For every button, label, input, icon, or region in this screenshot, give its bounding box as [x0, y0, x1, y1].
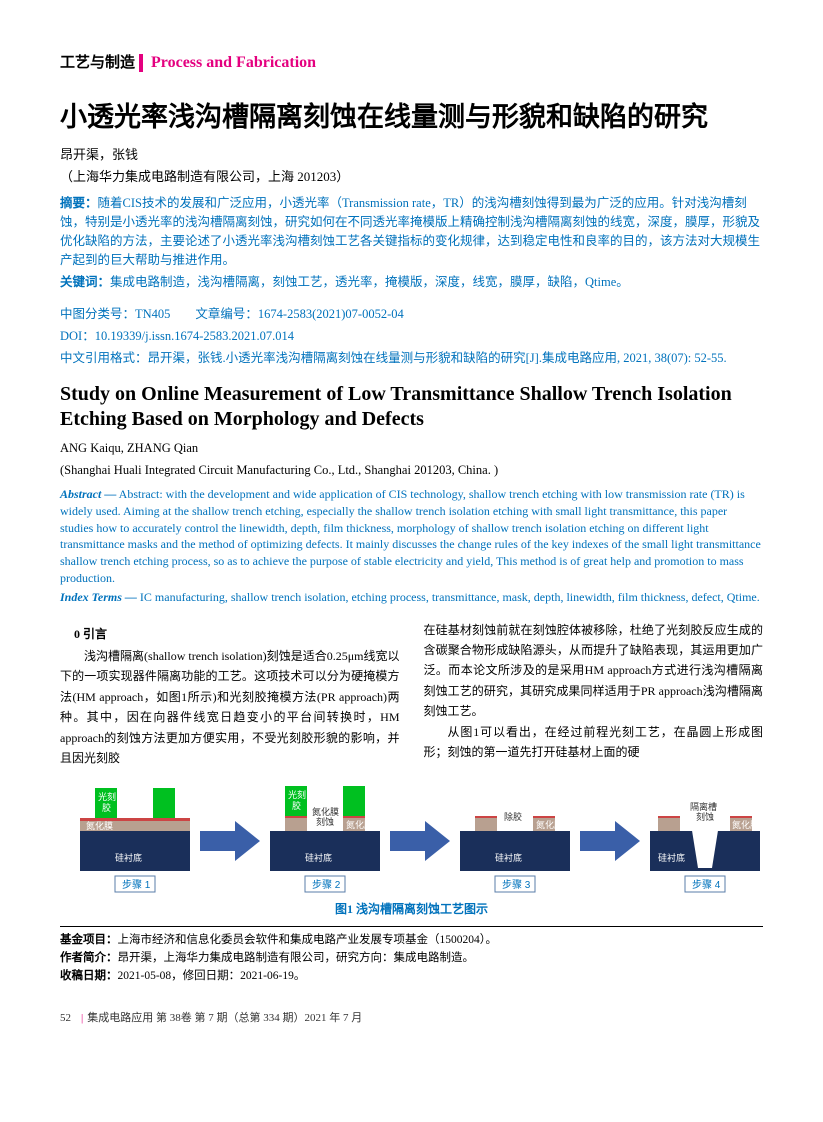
svg-text:胶: 胶 — [292, 800, 301, 811]
body-col-right: 在硅基材刻蚀前就在刻蚀腔体被移除，杜绝了光刻胶反应生成的含碳聚合物形成缺陷源头，… — [424, 620, 764, 769]
abstract-en: Abstract — Abstract: with the developmen… — [60, 486, 763, 587]
abstract-cn-label: 摘要： — [60, 196, 98, 210]
category-header: 工艺与制造 Process and Fabrication — [60, 50, 763, 76]
index-terms-text: IC manufacturing, shallow trench isolati… — [137, 590, 760, 604]
body-right-para2: 从图1可以看出，在经过前程光刻工艺，在晶圆上形成图形；刻蚀的第一道先打开硅基材上… — [424, 722, 764, 763]
section-0-head: 0 引言 — [74, 624, 400, 644]
doi-line: DOI：10.19339/j.issn.1674-2583.2021.07.01… — [60, 326, 763, 346]
svg-text:刻蚀: 刻蚀 — [696, 811, 714, 822]
svg-text:除胶: 除胶 — [504, 811, 522, 822]
authors-cn: 昂开渠，张钱 — [60, 145, 763, 166]
title-cn: 小透光率浅沟槽隔离刻蚀在线量测与形貌和缺陷的研究 — [60, 100, 763, 135]
page-number: 52 — [60, 1010, 71, 1028]
svg-text:硅衬底: 硅衬底 — [115, 852, 142, 863]
abstract-en-text: Abstract: with the development and wide … — [60, 487, 761, 585]
svg-text:氮化膜: 氮化膜 — [536, 819, 563, 830]
svg-text:光刻: 光刻 — [288, 789, 306, 800]
body-columns: 0 引言 浅沟槽隔离(shallow trench isolation)刻蚀是适… — [60, 620, 763, 769]
author-bio-label: 作者简介： — [60, 952, 118, 964]
svg-text:氮化膜: 氮化膜 — [346, 819, 373, 830]
abstract-cn: 摘要：随着CIS技术的发展和广泛应用，小透光率（Transmission rat… — [60, 194, 763, 269]
svg-text:胶: 胶 — [102, 802, 111, 813]
keywords-cn-text: 集成电路制造，浅沟槽隔离，刻蚀工艺，透光率，掩模版，深度，线宽，膜厚，缺陷，Qt… — [110, 275, 629, 289]
footer-divider: | — [81, 1010, 83, 1028]
body-col-left: 0 引言 浅沟槽隔离(shallow trench isolation)刻蚀是适… — [60, 620, 400, 769]
footer-metadata: 基金项目：上海市经济和信息化委员会软件和集成电路产业发展专项基金（1500204… — [60, 926, 763, 986]
dates-text: 2021-05-08，修回日期：2021-06-19。 — [118, 970, 306, 982]
fund-label: 基金项目： — [60, 934, 118, 946]
fund-text: 上海市经济和信息化委员会软件和集成电路产业发展专项基金（1500204）。 — [118, 934, 498, 946]
page-footer: 52 | 集成电路应用 第 38卷 第 7 期（总第 334 期）2021 年 … — [60, 1010, 763, 1028]
svg-text:硅衬底: 硅衬底 — [658, 852, 685, 863]
cite-cn: 中文引用格式：昂开渠，张钱.小透光率浅沟槽隔离刻蚀在线量测与形貌和缺陷的研究[J… — [60, 348, 763, 368]
abstract-cn-text: 随着CIS技术的发展和广泛应用，小透光率（Transmission rate，T… — [60, 196, 760, 266]
category-en: Process and Fabrication — [151, 50, 316, 76]
affiliation-en: (Shanghai Huali Integrated Circuit Manuf… — [60, 460, 763, 480]
svg-text:刻蚀: 刻蚀 — [316, 816, 334, 827]
affiliation-cn: （上海华力集成电路制造有限公司，上海 201203） — [60, 167, 763, 188]
abstract-en-label: Abstract — — [60, 487, 116, 501]
index-terms-label: Index Terms — — [60, 590, 137, 604]
body-left-para: 浅沟槽隔离(shallow trench isolation)刻蚀是适合0.25… — [60, 646, 400, 768]
keywords-cn-label: 关键词： — [60, 275, 110, 289]
title-en: Study on Online Measurement of Low Trans… — [60, 382, 763, 432]
svg-text:光刻: 光刻 — [98, 791, 116, 802]
svg-text:硅衬底: 硅衬底 — [495, 852, 522, 863]
index-terms: Index Terms — IC manufacturing, shallow … — [60, 589, 763, 606]
svg-text:步骤 1: 步骤 1 — [122, 879, 151, 891]
svg-text:硅衬底: 硅衬底 — [305, 852, 332, 863]
journal-info: 集成电路应用 第 38卷 第 7 期（总第 334 期）2021 年 7 月 — [87, 1010, 362, 1028]
figure-1: 光刻 胶 氮化膜 硅衬底 步骤 1 光刻 胶 氮化膜 刻蚀 氮化膜 硅衬底 步骤… — [60, 776, 763, 919]
clc-line: 中图分类号：TN405 文章编号：1674-2583(2021)07-0052-… — [60, 304, 763, 324]
svg-text:氮化膜: 氮化膜 — [86, 820, 113, 831]
svg-text:步骤 3: 步骤 3 — [502, 879, 531, 891]
author-bio-text: 昂开渠，上海华力集成电路制造有限公司，研究方向：集成电路制造。 — [118, 952, 475, 964]
category-bar — [139, 54, 143, 72]
svg-text:步骤 2: 步骤 2 — [312, 879, 341, 891]
body-right-para1: 在硅基材刻蚀前就在刻蚀腔体被移除，杜绝了光刻胶反应生成的含碳聚合物形成缺陷源头，… — [424, 620, 764, 722]
dates-label: 收稿日期： — [60, 970, 118, 982]
category-cn: 工艺与制造 — [60, 51, 135, 75]
figure-1-caption: 图1 浅沟槽隔离刻蚀工艺图示 — [60, 900, 763, 919]
svg-text:步骤 4: 步骤 4 — [692, 879, 721, 891]
svg-text:氮化膜: 氮化膜 — [312, 806, 339, 817]
svg-text:隔离槽: 隔离槽 — [690, 801, 717, 812]
authors-en: ANG Kaiqu, ZHANG Qian — [60, 438, 763, 458]
svg-text:氮化膜: 氮化膜 — [732, 819, 759, 830]
figure-1-svg: 光刻 胶 氮化膜 硅衬底 步骤 1 光刻 胶 氮化膜 刻蚀 氮化膜 硅衬底 步骤… — [60, 776, 763, 896]
keywords-cn: 关键词：集成电路制造，浅沟槽隔离，刻蚀工艺，透光率，掩模版，深度，线宽，膜厚，缺… — [60, 273, 763, 292]
